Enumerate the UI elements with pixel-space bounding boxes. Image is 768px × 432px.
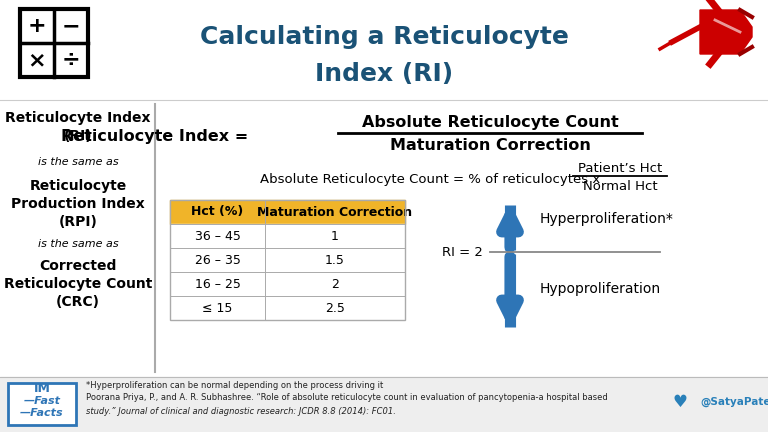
Text: 26 – 35: 26 – 35: [194, 254, 240, 267]
Bar: [20, 9, 88, 77]
Text: Absolute Reticulocyte Count = % of reticulocytes x: Absolute Reticulocyte Count = % of retic…: [260, 172, 600, 185]
Bar: [170, 296, 405, 320]
Bar: [170, 224, 405, 248]
Bar: [0, 0, 768, 100]
Bar: [170, 200, 405, 224]
Text: −: −: [61, 16, 81, 36]
Text: —Fast: —Fast: [24, 396, 61, 406]
Text: IM: IM: [34, 382, 51, 396]
Text: RI = 2: RI = 2: [442, 245, 483, 258]
Text: Hypoproliferation: Hypoproliferation: [540, 282, 661, 296]
Text: study.” Journal of clinical and diagnostic research: JCDR 8.8 (2014): FC01.: study.” Journal of clinical and diagnost…: [86, 407, 396, 416]
Text: 1: 1: [331, 229, 339, 242]
Text: ≤ 15: ≤ 15: [202, 302, 233, 314]
Text: 2.5: 2.5: [325, 302, 345, 314]
Text: ÷: ÷: [61, 50, 81, 70]
Text: is the same as: is the same as: [38, 157, 118, 167]
FancyBboxPatch shape: [8, 383, 76, 425]
Text: 16 – 25: 16 – 25: [194, 277, 240, 290]
Text: Reticulocyte Index =: Reticulocyte Index =: [61, 130, 248, 144]
Text: —Facts: —Facts: [20, 408, 64, 418]
Text: Patient’s Hct: Patient’s Hct: [578, 162, 662, 175]
Bar: [170, 248, 405, 272]
Text: Absolute Reticulocyte Count: Absolute Reticulocyte Count: [362, 115, 618, 130]
Text: +: +: [28, 16, 46, 36]
Text: Hct (%): Hct (%): [191, 206, 243, 219]
Bar: [170, 272, 405, 296]
Text: Calculating a Reticulocyte: Calculating a Reticulocyte: [200, 25, 568, 49]
Text: Reticulocyte
Production Index
(RPI): Reticulocyte Production Index (RPI): [11, 178, 145, 229]
Text: @SatyaPatelMD: @SatyaPatelMD: [700, 397, 768, 407]
Bar: [170, 200, 405, 320]
Text: *Hyperproliferation can be normal depending on the process driving it: *Hyperproliferation can be normal depend…: [86, 381, 383, 391]
Text: Reticulocyte Index
(RI): Reticulocyte Index (RI): [5, 111, 151, 143]
Bar: [0, 100, 768, 377]
Text: 36 – 45: 36 – 45: [194, 229, 240, 242]
Text: ×: ×: [28, 50, 46, 70]
Text: Maturation Correction: Maturation Correction: [257, 206, 412, 219]
Text: 2: 2: [331, 277, 339, 290]
Text: Poorana Priya, P., and A. R. Subhashree. “Role of absolute reticulocyte count in: Poorana Priya, P., and A. R. Subhashree.…: [86, 394, 607, 403]
Text: Maturation Correction: Maturation Correction: [389, 139, 591, 153]
Bar: [0, 377, 768, 432]
Text: Normal Hct: Normal Hct: [583, 181, 657, 194]
Text: is the same as: is the same as: [38, 239, 118, 249]
Text: 1.5: 1.5: [325, 254, 345, 267]
Text: Hyperproliferation*: Hyperproliferation*: [540, 212, 674, 226]
Text: Index (RI): Index (RI): [315, 62, 453, 86]
Text: ♥: ♥: [673, 393, 687, 411]
Text: Corrected
Reticulocyte Count
(CRC): Corrected Reticulocyte Count (CRC): [4, 259, 152, 309]
Polygon shape: [700, 10, 752, 54]
